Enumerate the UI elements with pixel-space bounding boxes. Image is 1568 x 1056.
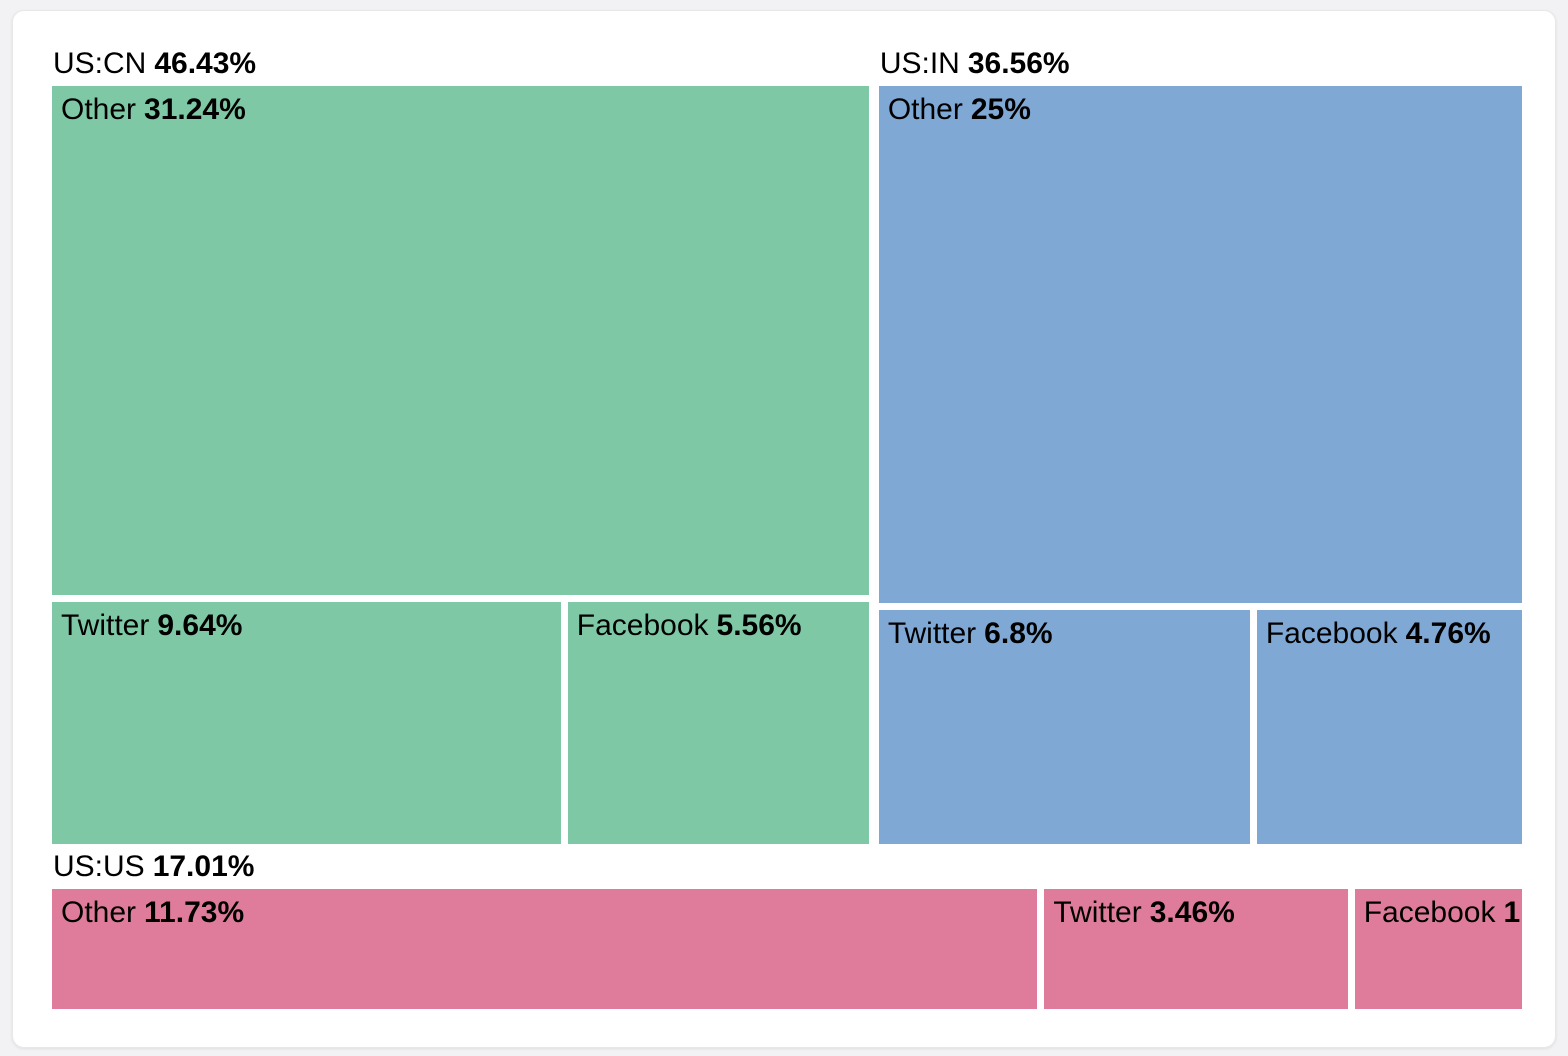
group-label-us-us: US:US: [53, 849, 145, 883]
cell-value-us-in-other: 25%: [970, 93, 1031, 126]
cell-us-us-twitter[interactable]: Twitter 3.46%: [1044, 889, 1348, 1009]
group-body-us-cn: Other 31.24% Twitter 9.64% Facebook 5.56%: [52, 86, 869, 845]
treemap-row-0: US:CN 46.43% Other 31.24% Twitter 9.64% Facebo…: [52, 41, 1522, 845]
group-us-us: US:US 17.01% Other 11.73% Twitter 3.46% Facebo…: [52, 844, 1522, 1009]
treemap-row-1: US:US 17.01% Other 11.73% Twitter 3.46% Facebo…: [52, 844, 1522, 1009]
cell-us-us-other[interactable]: Other 11.73%: [52, 889, 1038, 1009]
cell-us-in-other[interactable]: Other 25%: [878, 86, 1522, 603]
group-value-us-in: 36.56%: [967, 46, 1070, 80]
cell-label-us-in-twitter: Twitter: [887, 616, 977, 650]
subrow-us-cn: Twitter 9.64% Facebook 5.56%: [52, 601, 869, 845]
group-header-us-in[interactable]: US:IN 36.56%: [879, 41, 1522, 86]
cell-value-us-cn-facebook: 5.56%: [716, 608, 802, 642]
cell-us-cn-facebook[interactable]: Facebook 5.56%: [567, 601, 869, 845]
cell-label-us-cn-facebook: Facebook: [576, 608, 709, 642]
cell-label-us-cn-twitter: Twitter: [61, 608, 150, 642]
cell-value-us-cn-other: 31.24%: [144, 93, 246, 126]
cell-value-us-us-twitter: 3.46%: [1149, 896, 1235, 930]
cell-value-us-us-facebook: 1.81%: [1503, 896, 1522, 930]
subrow-us-in: Twitter 6.8% Facebook 4.76%: [878, 609, 1522, 845]
group-body-us-in: Other 25% Twitter 6.8% Facebook 4.76%: [878, 86, 1522, 845]
cell-us-us-facebook[interactable]: Facebook 1.81%: [1354, 889, 1522, 1009]
cell-label-us-us-other: Other: [61, 896, 137, 930]
cell-value-us-cn-twitter: 9.64%: [157, 608, 243, 642]
treemap-card: US:CN 46.43% Other 31.24% Twitter 9.64% Facebo…: [12, 10, 1556, 1048]
cell-us-cn-twitter[interactable]: Twitter 9.64%: [52, 601, 561, 845]
cell-label-us-us-twitter: Twitter: [1053, 896, 1142, 930]
cell-label-us-cn-other: Other: [61, 93, 137, 126]
group-header-us-cn[interactable]: US:CN 46.43%: [52, 41, 869, 86]
cell-value-us-in-twitter: 6.8%: [984, 616, 1053, 650]
cell-value-us-in-facebook: 4.76%: [1405, 616, 1491, 650]
treemap-chart: US:CN 46.43% Other 31.24% Twitter 9.64% Facebo…: [52, 41, 1522, 1009]
cell-us-cn-other[interactable]: Other 31.24%: [52, 86, 869, 595]
cell-us-in-facebook[interactable]: Facebook 4.76%: [1256, 609, 1522, 845]
group-value-us-us: 17.01%: [152, 849, 255, 883]
group-header-us-us[interactable]: US:US 17.01%: [52, 844, 1522, 889]
group-label-us-in: US:IN: [879, 46, 960, 80]
group-us-in: US:IN 36.56% Other 25% Twitter 6.8% Facebook 4.…: [878, 41, 1522, 845]
group-label-us-cn: US:CN: [53, 46, 147, 80]
group-value-us-cn: 46.43%: [154, 46, 257, 80]
cell-value-us-us-other: 11.73%: [144, 896, 245, 930]
cell-label-us-us-facebook: Facebook: [1363, 896, 1496, 930]
cell-label-us-in-other: Other: [887, 93, 963, 126]
group-us-cn: US:CN 46.43% Other 31.24% Twitter 9.64% Facebo…: [52, 41, 869, 845]
cell-label-us-in-facebook: Facebook: [1265, 616, 1398, 650]
cell-us-in-twitter[interactable]: Twitter 6.8%: [878, 609, 1250, 845]
